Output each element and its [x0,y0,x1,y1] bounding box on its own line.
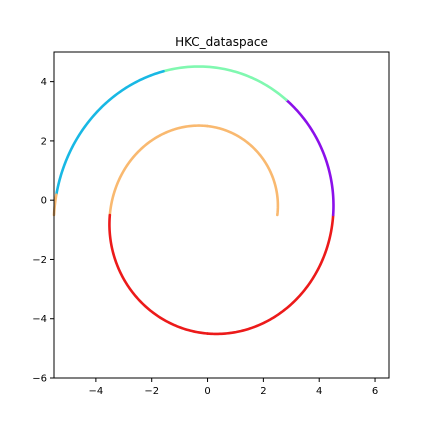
y-tick-label: −6 [32,374,47,385]
spiral-segment-0 [208,126,278,215]
spiral-segment-2 [109,215,207,334]
y-tick-label: 2 [41,136,47,147]
x-tick-label: 0 [204,386,210,397]
x-tick-label: −4 [89,386,104,397]
x-axis: −4 −2 0 2 4 6 [89,378,379,397]
x-tick-label: −2 [144,386,159,397]
spiral-segment-6 [56,71,163,194]
y-tick-label: −4 [32,314,47,325]
x-tick-label: 2 [260,386,266,397]
plot-area-frame [54,52,389,378]
spiral-segment-5 [164,67,287,100]
x-tick-label: 4 [316,386,322,397]
y-axis: −6 −4 −2 0 2 4 [32,77,54,384]
spiral-segment-3 [208,215,334,334]
chart-title: HKC_dataspace [175,35,268,49]
y-tick-label: 0 [41,196,47,207]
x-tick-label: 6 [372,386,378,397]
y-tick-label: 4 [41,77,47,88]
spiral-series [54,67,333,334]
spiral-segment-4 [286,100,333,215]
spiral-segment-1 [110,126,208,215]
y-tick-label: −2 [32,255,47,266]
